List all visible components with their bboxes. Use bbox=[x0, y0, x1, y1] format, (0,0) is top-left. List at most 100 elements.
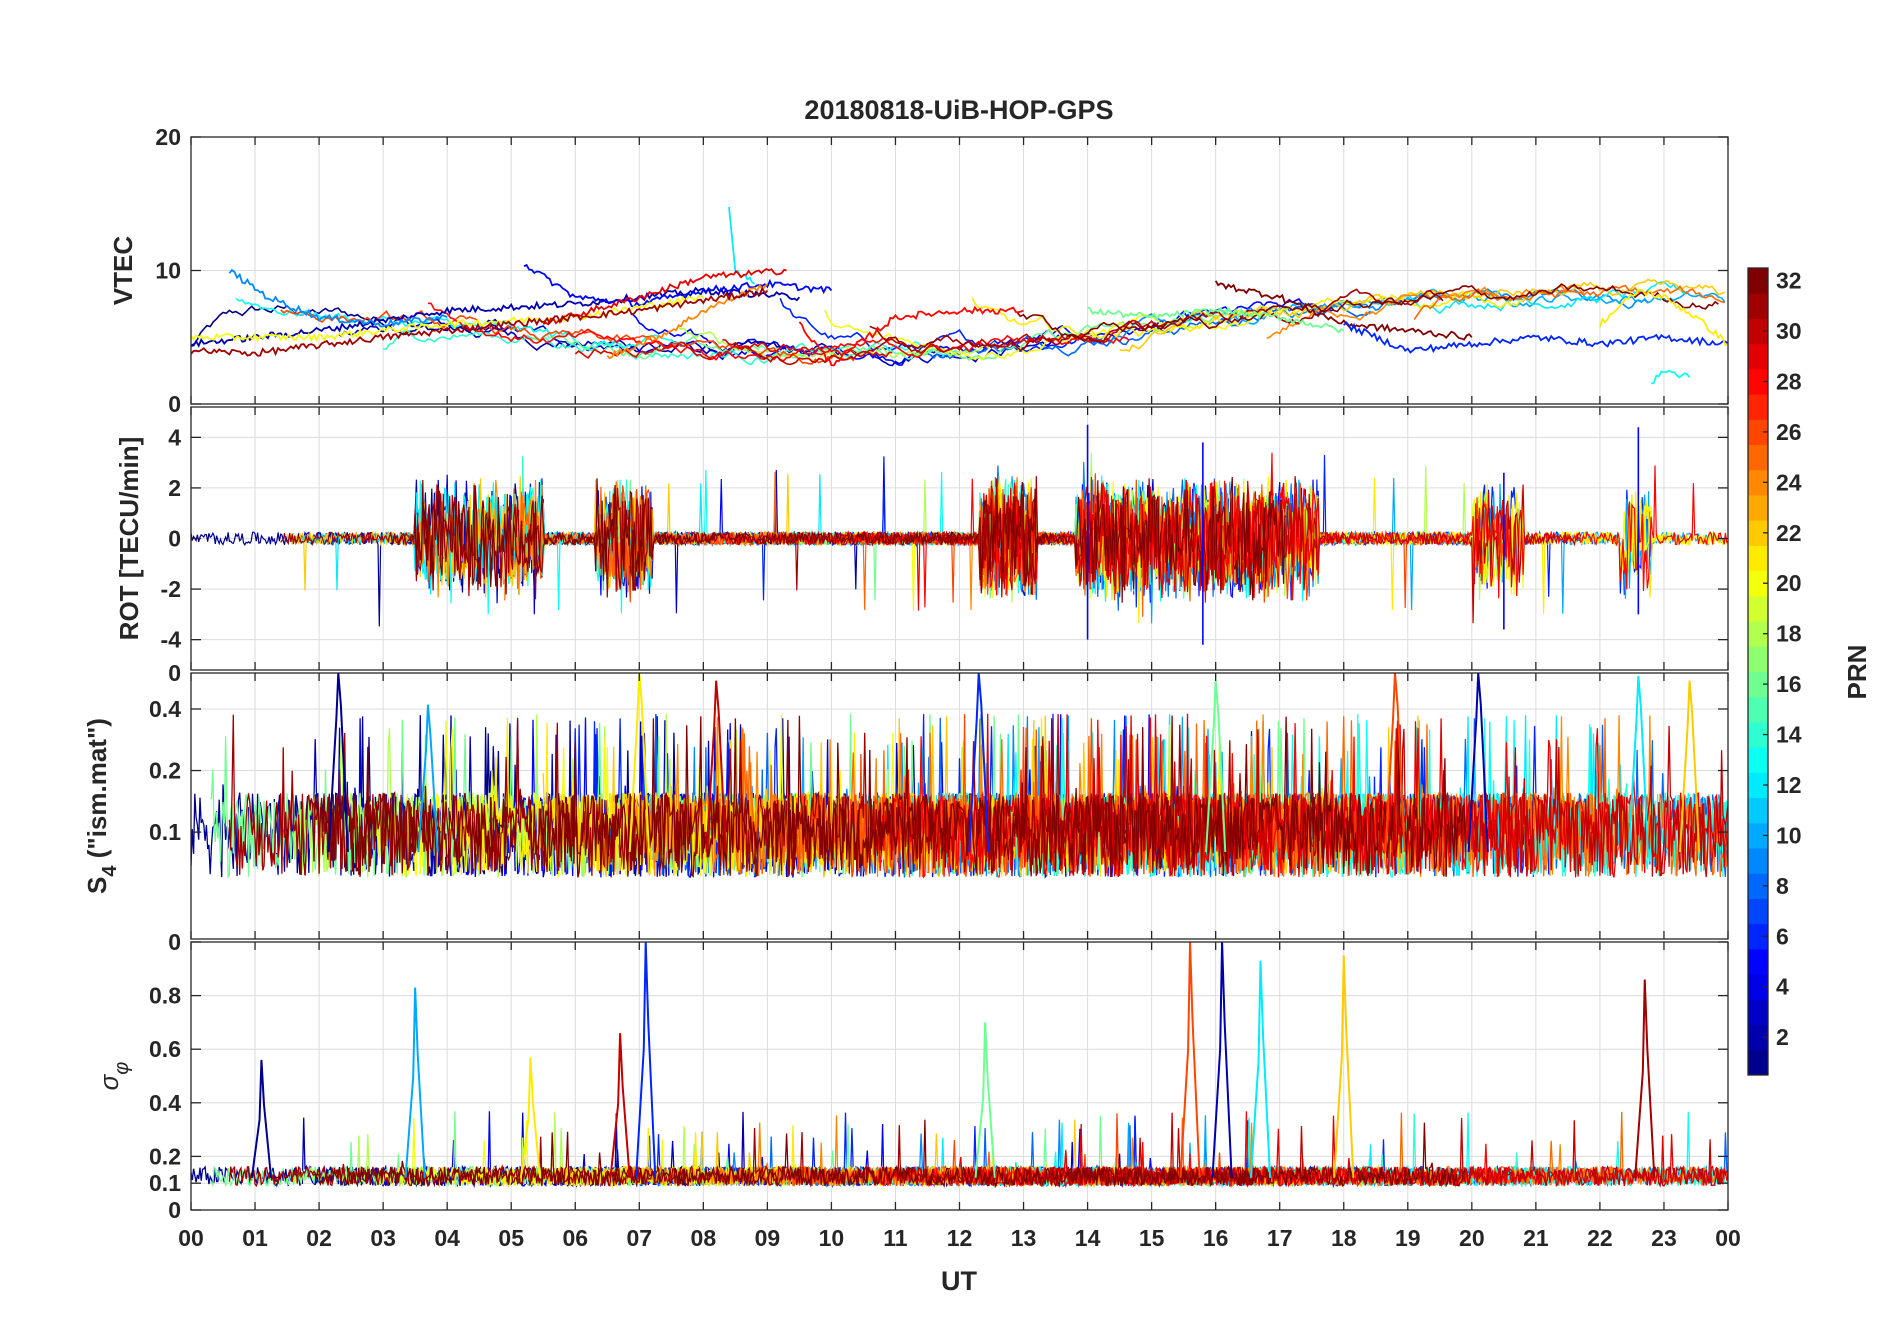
colorbar-bin bbox=[1748, 873, 1768, 899]
colorbar-bin bbox=[1748, 721, 1768, 748]
y-tick-label: 0 bbox=[168, 1197, 181, 1223]
vtec-track-prn-6 bbox=[779, 297, 1098, 354]
y-tick-label: 0.4 bbox=[149, 696, 181, 722]
sigma_phi-spike bbox=[1179, 942, 1201, 1178]
colorbar-tick-label: 32 bbox=[1776, 268, 1802, 294]
x-axis-label: UT bbox=[941, 1266, 977, 1296]
colorbar-tick-label: 28 bbox=[1776, 368, 1802, 394]
vtec-series-prn-2 bbox=[191, 286, 801, 348]
colorbar-frame bbox=[1747, 267, 1769, 1076]
y-tick-label: 0 bbox=[168, 391, 181, 417]
y-tick-label: 20 bbox=[155, 124, 181, 150]
colorbar-tick-label: 26 bbox=[1776, 419, 1802, 445]
colorbar-bin bbox=[1748, 772, 1768, 799]
colorbar-bin bbox=[1748, 318, 1768, 345]
colorbar-bin bbox=[1748, 419, 1768, 446]
colorbar-bin bbox=[1748, 1024, 1768, 1051]
colorbar-bin bbox=[1748, 368, 1768, 395]
y-axis-label-rot: ROT [TECU/min] bbox=[114, 437, 144, 641]
y-tick-label: -2 bbox=[161, 576, 181, 602]
y-tick-label: 0.8 bbox=[149, 983, 181, 1009]
x-tick-label: 21 bbox=[1523, 1225, 1549, 1251]
colorbar-bin bbox=[1748, 293, 1768, 319]
s4-track-prn-32 bbox=[312, 715, 1467, 878]
panel-vtec-grid bbox=[191, 137, 1728, 404]
y-tick-label: 0 bbox=[168, 929, 181, 955]
colorbar-bin bbox=[1748, 923, 1768, 950]
y-tick-label: 0.4 bbox=[149, 1090, 181, 1116]
vtec-series-prn-20 bbox=[191, 294, 704, 343]
colorbar-tick-label: 22 bbox=[1776, 520, 1802, 546]
s4-spike bbox=[1678, 680, 1701, 852]
x-tick-label: 09 bbox=[755, 1225, 781, 1251]
s4-track-prn-30 bbox=[1042, 713, 1728, 878]
y-tick-label: 10 bbox=[155, 258, 181, 284]
y-axis-label-sub: 4 bbox=[99, 865, 121, 877]
colorbar-tick-label: 2 bbox=[1776, 1024, 1789, 1050]
y-axis-label-rest: ("ism.mat") bbox=[82, 718, 112, 865]
x-tick-label: 18 bbox=[1331, 1225, 1357, 1251]
x-tick-label: 10 bbox=[819, 1225, 845, 1251]
sigma_phi-spike bbox=[1249, 960, 1272, 1178]
sigma_phi-spike bbox=[404, 987, 426, 1178]
sigma_phi-spike bbox=[1211, 942, 1233, 1178]
vtec-track-prn-21 bbox=[971, 289, 1546, 339]
x-tick-label: 14 bbox=[1075, 1225, 1101, 1251]
colorbar-tick-label: 24 bbox=[1776, 469, 1802, 495]
y-axis-label-main: S bbox=[82, 877, 112, 894]
colorbar-bin bbox=[1748, 444, 1768, 471]
x-tick-label: 05 bbox=[498, 1225, 524, 1251]
colorbar-bin bbox=[1748, 520, 1768, 546]
y-tick-label: -4 bbox=[161, 627, 182, 653]
colorbar-tick-label: 12 bbox=[1776, 772, 1802, 798]
colorbar-tick-label: 20 bbox=[1776, 570, 1802, 596]
y-tick-label-top: 0 bbox=[168, 660, 181, 686]
y-tick-label: 0.1 bbox=[149, 819, 181, 845]
y-tick-label: 0.6 bbox=[149, 1036, 181, 1062]
panel-rot: -4 -2 0 2 4 ROT [TECU/min] bbox=[114, 406, 1729, 671]
vtec-series-prn-31 bbox=[191, 286, 769, 357]
x-tick-label: 17 bbox=[1267, 1225, 1293, 1251]
x-tick-label: 00 bbox=[178, 1225, 204, 1251]
x-tick-label: 04 bbox=[434, 1225, 460, 1251]
colorbar-tick-label: 4 bbox=[1776, 974, 1789, 1000]
y-axis-label-vtec: VTEC bbox=[108, 236, 138, 306]
colorbar-bin bbox=[1748, 822, 1768, 849]
y-axis-label-sub: φ bbox=[111, 1062, 133, 1075]
sigma_phi-spike bbox=[635, 942, 657, 1178]
x-tick-label: 02 bbox=[306, 1225, 332, 1251]
colorbar-bin bbox=[1748, 469, 1768, 496]
colorbar-bin bbox=[1748, 671, 1768, 698]
rot-track-prn-21 bbox=[946, 476, 1728, 624]
x-tick-label: 16 bbox=[1203, 1225, 1229, 1251]
sigma_phi-spike bbox=[250, 1059, 273, 1178]
vtec-track-prn-29 bbox=[574, 341, 893, 361]
x-tick-label: 03 bbox=[370, 1225, 396, 1251]
vtec-series-prn-13 bbox=[1651, 369, 1691, 385]
vtec-series-prn-21 bbox=[1599, 288, 1728, 347]
x-tick-label: 12 bbox=[947, 1225, 973, 1251]
vtec-series-prn-29 bbox=[542, 267, 787, 326]
colorbar-tick-label: 6 bbox=[1776, 923, 1789, 949]
rot-track-prn-32 bbox=[389, 476, 1287, 603]
y-axis-label-sigma_phi: σφ bbox=[94, 1062, 133, 1091]
x-tick-label: 06 bbox=[562, 1225, 588, 1251]
colorbar-bin bbox=[1748, 1049, 1768, 1076]
vtec-series-prn-5 bbox=[523, 263, 833, 308]
x-tick-label: 01 bbox=[242, 1225, 268, 1251]
sigma_phi-spike bbox=[974, 1022, 996, 1178]
colorbar-bin bbox=[1748, 747, 1768, 773]
x-tick-label: 15 bbox=[1139, 1225, 1165, 1251]
vtec-series-prn-6 bbox=[1343, 321, 1728, 354]
x-tick-label: 23 bbox=[1651, 1225, 1677, 1251]
vtec-series-prn-32 bbox=[1214, 280, 1473, 341]
colorbar-bin bbox=[1748, 948, 1768, 975]
panel-vtec: 0 10 20 VTEC bbox=[108, 124, 1729, 417]
panel-s4-data bbox=[191, 673, 1728, 879]
colorbar-bin bbox=[1748, 898, 1768, 925]
y-tick-label: 4 bbox=[168, 424, 181, 450]
colorbar-label: PRN bbox=[1842, 645, 1872, 700]
